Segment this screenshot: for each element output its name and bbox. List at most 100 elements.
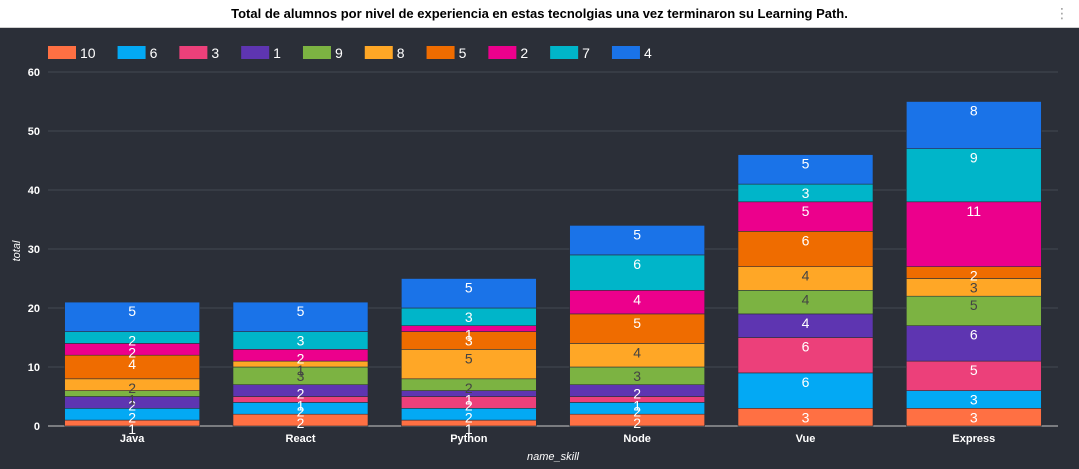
bar-segment-label: 2 xyxy=(128,333,136,349)
legend-item[interactable]: 9 xyxy=(302,45,343,61)
bar-segment-label: 2 xyxy=(465,409,473,425)
bar-segment-label: 2 xyxy=(128,398,136,414)
legend-swatch xyxy=(550,46,579,59)
bar-segment-label: 1 xyxy=(128,421,136,437)
bar-segment-label: 4 xyxy=(802,268,810,284)
bar-segment[interactable] xyxy=(401,348,537,380)
bar-segment-label: 3 xyxy=(633,368,641,384)
bar-segment[interactable] xyxy=(737,201,874,232)
bar-segment-label: 6 xyxy=(970,327,978,343)
bar-segment-label: 5 xyxy=(970,297,978,313)
bar-segment[interactable] xyxy=(737,337,874,374)
gridlines xyxy=(48,71,1058,427)
bar-segment[interactable] xyxy=(737,154,874,185)
bar-segment-label: 5 xyxy=(297,303,305,319)
bar-segment-label: 2 xyxy=(297,386,305,402)
bar-segment-label: 2 xyxy=(128,409,136,425)
bar-segment-label: 2 xyxy=(297,415,305,431)
legend-item[interactable]: 5 xyxy=(426,45,467,61)
bar-segment[interactable] xyxy=(569,254,705,291)
x-tick-label: Java xyxy=(120,433,145,445)
bar-segment-label: 4 xyxy=(633,291,641,307)
x-tick-label: Vue xyxy=(796,433,816,445)
bar-segment-label: 4 xyxy=(633,344,641,360)
bar-segment-label: 1 xyxy=(633,398,641,414)
legend-item[interactable]: 8 xyxy=(364,45,405,61)
bar-segment-label: 2 xyxy=(297,403,305,419)
bar-segment[interactable] xyxy=(64,301,200,332)
bar-segment-label: 3 xyxy=(297,368,305,384)
bar-segment-label: 1 xyxy=(128,392,136,408)
bar-segment[interactable] xyxy=(232,301,369,332)
legend-label: 3 xyxy=(211,45,219,61)
bar-segment-label: 1 xyxy=(297,362,305,378)
bar-segment[interactable] xyxy=(569,225,705,256)
legend-label: 6 xyxy=(150,45,158,61)
bars: 1221242252212312351221253135221234546536… xyxy=(64,101,1042,437)
legend-item[interactable]: 10 xyxy=(48,45,96,61)
bar-segment-label: 2 xyxy=(128,344,136,360)
bar-segment-label: 8 xyxy=(970,103,978,119)
bar-segment-label: 3 xyxy=(970,392,978,408)
y-tick-label: 50 xyxy=(28,126,40,138)
bar-segment-label: 3 xyxy=(802,409,810,425)
y-tick-label: 60 xyxy=(28,67,40,79)
legend-item[interactable]: 4 xyxy=(611,45,652,61)
bar-stack: 3 6 6 4 4 4 6 5 3 5 xyxy=(737,154,874,427)
bar-segment-label: 4 xyxy=(802,315,810,331)
bar-segment[interactable] xyxy=(569,313,705,344)
kebab-menu-icon[interactable]: ⋮ xyxy=(1055,5,1069,21)
bar-segment-label: 1 xyxy=(465,421,473,437)
bar-segment-label: 4 xyxy=(802,291,810,307)
bar-segment-label: 4 xyxy=(128,356,136,372)
legend-label: 5 xyxy=(459,45,467,61)
bar-segment-label: 11 xyxy=(967,203,982,219)
bar-segment-label: 2 xyxy=(633,403,641,419)
bar-segment[interactable] xyxy=(906,295,1042,327)
bar-segment[interactable] xyxy=(906,201,1042,268)
bar-segment-label: 2 xyxy=(970,268,978,284)
legend-item[interactable]: 6 xyxy=(117,45,158,61)
bar-segment-label: 2 xyxy=(465,398,473,414)
y-tick-label: 40 xyxy=(28,185,40,197)
legend-label: 10 xyxy=(80,45,96,61)
legend-item[interactable]: 7 xyxy=(550,45,590,61)
legend-swatch xyxy=(426,46,455,59)
bar-segment-label: 3 xyxy=(465,309,473,325)
legend-label: 7 xyxy=(582,45,590,61)
bar-segment-label: 3 xyxy=(465,333,473,349)
bar-segment-label: 3 xyxy=(970,280,978,296)
legend-item[interactable]: 2 xyxy=(488,45,528,61)
bar-segment[interactable] xyxy=(737,372,874,409)
bar-segment-label: 2 xyxy=(297,350,305,366)
bar-segment[interactable] xyxy=(906,148,1042,203)
bar-segment-label: 2 xyxy=(633,386,641,402)
bar-segment-label: 9 xyxy=(970,150,978,166)
bar-segment-label: 6 xyxy=(802,339,810,355)
bar-segment[interactable] xyxy=(737,231,874,268)
legend-item[interactable]: 1 xyxy=(241,45,281,61)
y-tick-label: 30 xyxy=(28,244,40,256)
bar-segment-label: 2 xyxy=(633,415,641,431)
bar-segment[interactable] xyxy=(906,360,1042,391)
bar-segment[interactable] xyxy=(401,278,537,309)
chart-header: Total de alumnos por nivel de experienci… xyxy=(0,0,1079,28)
bar-segment[interactable] xyxy=(906,101,1042,150)
legend-swatch xyxy=(488,46,517,59)
legend-item[interactable]: 3 xyxy=(179,45,219,61)
y-tick-label: 0 xyxy=(34,421,40,433)
bar-segment-label: 2 xyxy=(128,380,136,396)
legend-label: 8 xyxy=(397,45,405,61)
bar-segment-label: 5 xyxy=(633,315,641,331)
bar-segment[interactable] xyxy=(906,325,1042,362)
bar-segment-label: 5 xyxy=(465,350,473,366)
x-tick-label: Express xyxy=(952,433,995,445)
bar-segment-label: 5 xyxy=(802,203,810,219)
bar-segment-label: 6 xyxy=(802,232,810,248)
x-axis: Java React Python Node Vue Express xyxy=(120,433,995,445)
y-tick-label: 20 xyxy=(28,303,40,315)
